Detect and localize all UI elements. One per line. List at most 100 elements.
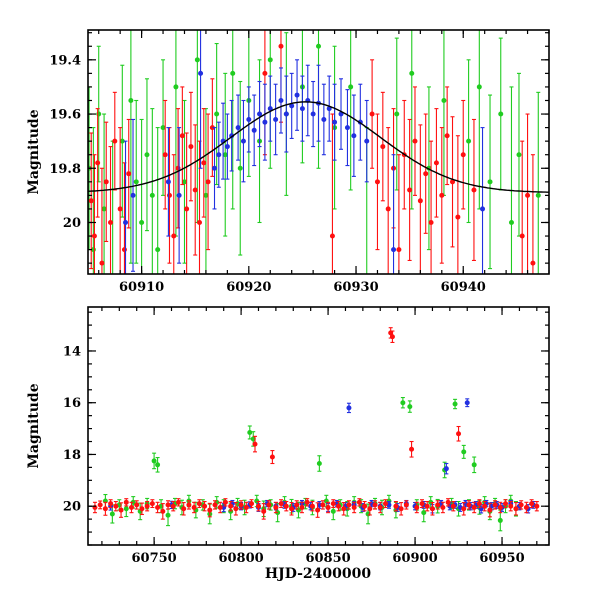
data-point [382,501,388,507]
data-point [101,206,107,212]
data-point [171,233,177,239]
axes-frame [87,306,550,546]
data-point [155,504,161,510]
data-point [497,504,503,510]
data-point [102,506,108,512]
data-point [443,466,449,472]
data-point [273,116,279,122]
data-point [433,160,439,166]
data-point [257,111,263,117]
data-point [255,503,261,509]
x-tick-label: 60900 [392,551,437,566]
data-point [95,160,101,166]
data-point [325,504,331,510]
data-point [508,503,514,509]
data-point [128,504,134,510]
data-point [294,502,300,508]
data-point [466,502,472,508]
data-point [262,119,268,125]
data-point [385,206,391,212]
data-point [476,84,482,90]
series-blue [123,30,486,274]
data-point [423,171,429,177]
data-point [336,503,342,509]
data-point [351,133,357,139]
data-point [374,179,380,185]
data-point [252,441,258,447]
data-point [192,187,198,193]
data-point [519,233,525,239]
data-point [212,502,218,508]
data-point [482,503,488,509]
data-point [144,152,150,158]
data-point [310,111,316,117]
series-green [88,30,541,274]
data-point [421,510,427,516]
data-point [362,503,368,509]
data-point [273,504,279,510]
data-point [155,462,161,468]
data-point [409,70,415,76]
x-tick-label: 60950 [479,551,524,566]
data-point [173,84,179,90]
data-point [251,127,257,133]
x-tick-label: 60940 [441,280,486,295]
data-point [299,504,305,510]
x-tick-label: 60910 [119,280,164,295]
data-point [466,138,472,144]
data-point [179,133,185,139]
data-point [503,501,509,507]
x-tick-label: 60750 [131,551,176,566]
data-point [228,503,234,509]
data-point [346,405,352,411]
data-point [222,152,228,158]
data-point [456,431,462,437]
data-point [118,507,124,513]
data-point [330,501,336,507]
data-point [203,192,209,198]
data-point [391,247,397,253]
data-point [332,119,338,125]
data-point [130,192,136,198]
data-point [419,501,425,507]
data-point [207,507,213,513]
data-point [445,499,451,505]
data-point [304,499,310,505]
data-point [134,502,140,508]
data-point [461,449,467,455]
data-point [452,401,458,407]
data-point [175,499,181,505]
y-tick-label: 19.6 [49,108,81,123]
y-tick-label: 19.8 [49,162,81,177]
data-point [498,111,504,117]
data-point [341,506,347,512]
y-tick-label: 20 [63,216,81,231]
data-point [267,57,273,63]
data-point [315,507,321,513]
series-blue [108,398,536,514]
data-point [216,152,222,158]
data-point [289,506,295,512]
data-point [289,103,295,109]
data-point [123,499,129,505]
data-point [202,503,208,509]
data-point [441,97,447,103]
data-point [88,198,94,204]
data-point [160,125,166,131]
data-point [380,144,386,150]
data-point [97,502,103,508]
data-point [149,192,155,198]
data-point [476,501,482,507]
data-point [144,503,150,509]
data-point [400,400,406,406]
bottom-y-axis-title: Magnitude [26,383,42,468]
data-point [278,501,284,507]
data-point [321,116,327,122]
data-point [247,429,253,435]
data-point [151,458,157,464]
data-point [471,462,477,468]
data-point [523,504,529,510]
data-point [377,504,383,510]
data-point [181,179,187,185]
y-tick-label: 14 [63,344,81,359]
